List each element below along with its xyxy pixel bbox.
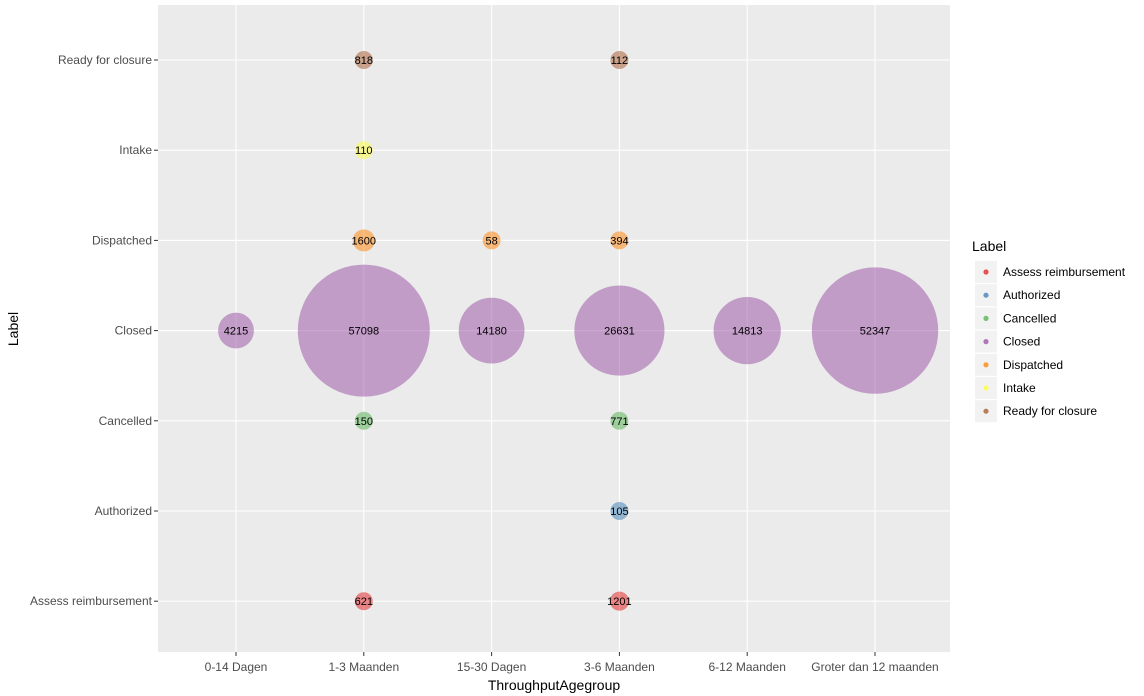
bubble-label: 1600 (352, 235, 376, 247)
bubble-label: 4215 (224, 326, 248, 338)
bubble: 1201 (607, 591, 632, 611)
x-tick-label: 3-6 Maanden (584, 660, 655, 674)
bubble-circle (482, 231, 501, 250)
bubble-circle (354, 141, 373, 160)
x-tick-label: Groter dan 12 maanden (811, 660, 938, 674)
bubble: 4215 (218, 312, 254, 349)
bubble-label: 621 (355, 596, 373, 608)
bubble-circle (610, 502, 629, 520)
y-tick-label: Closed (115, 324, 152, 338)
legend-key (983, 339, 989, 345)
bubble-label: 14180 (476, 326, 507, 338)
legend-item: Assess reimbursement (975, 261, 1126, 283)
x-tick-label: 15-30 Dagen (457, 660, 526, 674)
bubble-circle (713, 296, 781, 365)
bubble-circle (218, 312, 254, 349)
bubble-label: 14813 (732, 326, 763, 338)
x-axis-title: ThroughputAgegroup (488, 677, 621, 693)
bubbles: 818 112 110 1600 58 394 4215 57098 14180 26631 148… (218, 51, 939, 611)
y-tick-label: Ready for closure (58, 53, 152, 67)
bubble: 394 (610, 231, 629, 250)
y-tick-label: Assess reimbursement (30, 594, 153, 608)
bubble-circle (610, 411, 629, 430)
bubble-circle (352, 229, 375, 252)
legend-key (983, 362, 989, 368)
legend-label: Intake (1003, 381, 1036, 395)
legend-title: Label (972, 238, 1006, 254)
legend-label: Closed (1003, 335, 1040, 349)
legend-label: Dispatched (1003, 358, 1063, 372)
x-tick-label: 6-12 Maanden (709, 660, 786, 674)
bubble-label: 57098 (349, 326, 380, 338)
bubble-label: 105 (610, 506, 628, 518)
bubble: 110 (354, 141, 373, 160)
legend-label: Ready for closure (1003, 404, 1097, 418)
bubble-label: 1201 (607, 596, 631, 608)
legend-key (983, 315, 989, 321)
legend-label: Authorized (1003, 288, 1060, 302)
bubble: 14813 (713, 296, 781, 365)
bubble-label: 818 (355, 55, 373, 67)
legend-item: Ready for closure (975, 400, 1097, 423)
bubble: 14180 (458, 297, 525, 364)
legend-item: Cancelled (975, 307, 1056, 330)
bubble-label: 150 (355, 416, 373, 428)
y-tick-label: Dispatched (92, 233, 152, 247)
bubble-circle (354, 592, 373, 611)
bubble-circle (354, 411, 373, 430)
x-tick-label: 0-14 Dagen (205, 660, 268, 674)
legend-item: Intake (975, 377, 1036, 399)
axis-ticks: 0-14 Dagen 1-3 Maanden 15-30 Dagen 3-6 Maan… (30, 53, 939, 674)
bubble-circle (354, 51, 373, 69)
y-axis-title: Label (5, 312, 21, 346)
bubble-circle (574, 285, 665, 376)
legend-key (983, 385, 989, 391)
bubble-label: 58 (485, 235, 497, 247)
legend-item: Closed (975, 330, 1040, 353)
legend-label: Cancelled (1003, 311, 1056, 325)
bubble: 58 (482, 231, 501, 250)
bubble: 26631 (574, 285, 665, 376)
bubble: 57098 (297, 264, 430, 397)
legend-key (983, 292, 989, 298)
bubble: 150 (354, 411, 373, 430)
bubble: 112 (610, 51, 629, 69)
bubble-label: 112 (611, 55, 629, 67)
legend-item: Authorized (975, 284, 1060, 307)
legend-item: Dispatched (975, 353, 1063, 376)
bubble-circle (297, 264, 430, 397)
legend-label: Assess reimbursement (1003, 265, 1126, 279)
y-tick-label: Cancelled (99, 414, 152, 428)
bubble: 818 (355, 51, 373, 69)
legend-key (983, 408, 989, 414)
bubble-label: 52347 (860, 326, 891, 338)
bubble-circle (609, 591, 629, 611)
y-tick-label: Intake (119, 143, 152, 157)
bubble-circle (811, 267, 939, 394)
legend-key (983, 269, 989, 275)
bubble-label: 110 (355, 145, 373, 157)
y-tick-label: Authorized (95, 504, 152, 518)
bubble: 105 (610, 502, 629, 520)
bubble-circle (610, 231, 629, 250)
bubble: 771 (610, 411, 629, 430)
bubble: 52347 (811, 267, 939, 394)
bubble-circle (610, 51, 629, 69)
bubble-label: 771 (610, 416, 628, 428)
bubble: 1600 (352, 229, 376, 252)
legend: Label Assess reimbursement Authorized Canc… (972, 238, 1126, 423)
bubble-circle (458, 297, 525, 364)
bubble-label: 26631 (604, 326, 635, 338)
bubble-label: 394 (610, 235, 628, 247)
bubble: 621 (354, 592, 373, 611)
x-tick-label: 1-3 Maanden (328, 660, 399, 674)
